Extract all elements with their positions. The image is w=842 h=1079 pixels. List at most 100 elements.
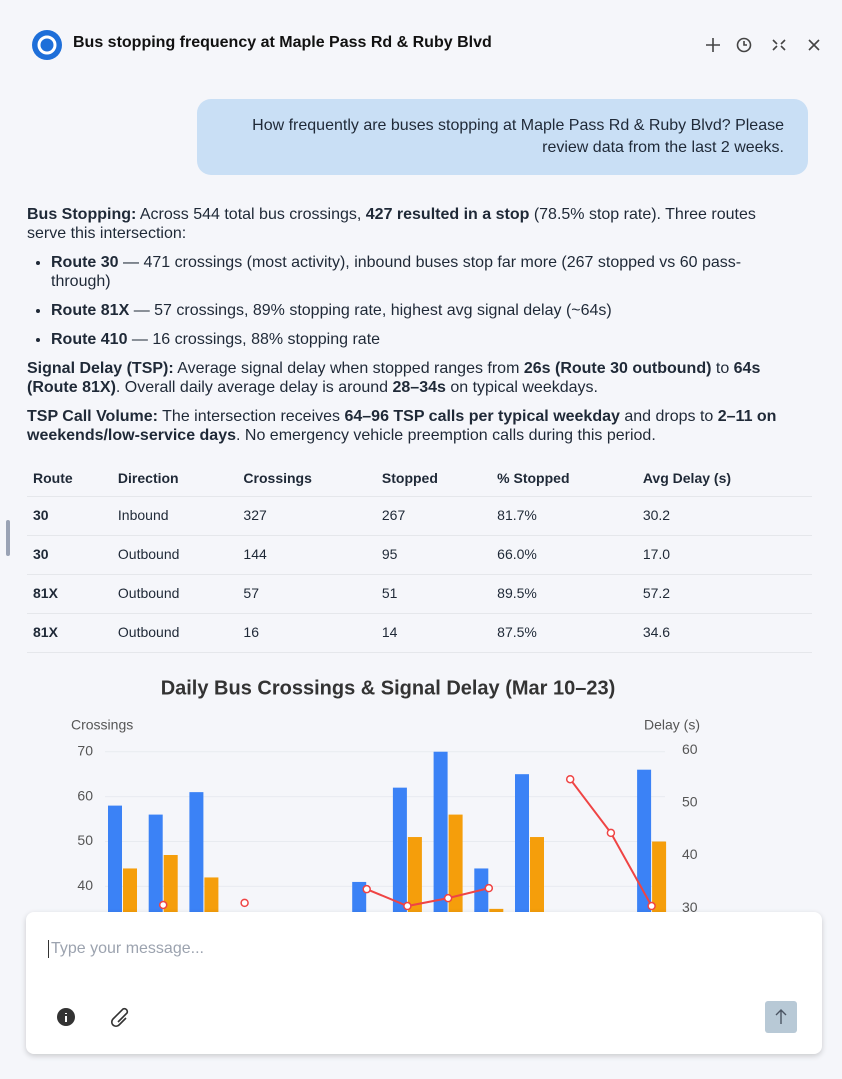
user-message: How frequently are buses stopping at Map… (197, 99, 808, 175)
cell: 51 (375, 574, 492, 614)
cell: 95 (375, 535, 492, 575)
chat: How frequently are buses stopping at Map… (0, 0, 842, 912)
point (647, 901, 656, 911)
text-run: Average signal delay when stopped ranges… (173, 360, 524, 377)
text-run: . No emergency vehicle preemption calls … (236, 427, 656, 444)
bar (123, 868, 137, 912)
point (606, 828, 616, 838)
row: 30 Inbound 327 267 81.7% 30.2 (27, 496, 812, 536)
bullet: Route 81X — 57 crossings, 89% stopping r… (51, 301, 797, 320)
text-run: Across 544 total bus crossings, (136, 206, 366, 223)
text-run: Signal Delay (TSP): (27, 360, 174, 377)
y-tick-label: 40 (77, 877, 93, 893)
cell: 87.5% (491, 613, 637, 653)
text-run: TSP Call Volume: (27, 408, 158, 425)
bar (189, 792, 204, 912)
input-box[interactable]: Type your message... (26, 912, 822, 1054)
cell: Inbound (111, 496, 238, 536)
cell: 16 (237, 613, 376, 653)
point (362, 884, 371, 894)
text-run: — 57 crossings, 89% stopping rate, highe… (129, 302, 612, 319)
expand-button[interactable] (772, 39, 786, 51)
point (484, 883, 494, 893)
text-run: Route 30 (51, 254, 119, 271)
text-run: 64s (Route 81X) (27, 360, 761, 396)
placeholder: Type your message... (48, 940, 204, 958)
text-run: 28–34s (392, 379, 446, 396)
cell: 81X (27, 574, 112, 614)
text-run: 427 resulted in a stop (365, 206, 530, 223)
cell: 17.0 (636, 535, 812, 575)
paragraph: Bus Stopping: Across 544 total bus cross… (27, 205, 797, 243)
point (565, 774, 575, 784)
y2-tick-label: 30 (682, 899, 698, 912)
point (403, 901, 412, 911)
text-run: Route 410 (51, 331, 128, 348)
text-run: — 471 crossings (most activity), inbound… (51, 254, 742, 290)
title: Bus stopping frequency at Maple Pass Rd … (73, 34, 492, 51)
y2-tick-label: 60 (682, 741, 698, 757)
history-button[interactable] (736, 37, 752, 53)
attach-button[interactable] (110, 1007, 129, 1028)
cell: 66.0% (491, 535, 637, 575)
paragraph: TSP Call Volume: The intersection receiv… (27, 407, 797, 445)
bar (448, 814, 463, 912)
cell: 30 (27, 535, 112, 575)
bullet-list: Route 30 — 471 crossings (most activity)… (27, 253, 797, 349)
bar (204, 877, 219, 912)
chart-title: Daily Bus Crossings & Signal Delay (Mar … (161, 677, 616, 699)
row: 81X Outbound 57 51 89.5% 57.2 (27, 574, 812, 614)
cell: 327 (237, 496, 376, 536)
bar (108, 805, 122, 912)
text-run: on typical weekdays. (445, 379, 598, 396)
text-run: (78.5% stop rate). Three routes serve th… (27, 206, 756, 242)
cell: 30 (27, 496, 112, 536)
column-header: Crossings (237, 460, 376, 497)
table: Route Direction Crossings Stopped% Stopped A… (27, 460, 812, 653)
bar (515, 774, 529, 912)
cell: 57.2 (636, 574, 812, 614)
cell: Outbound (111, 535, 238, 575)
y-tick-label: 60 (77, 787, 93, 803)
y2-tick-label: 40 (682, 846, 698, 862)
y-axis-title: Crossings (71, 717, 133, 733)
y2-axis-title: Delay (s) (644, 717, 700, 733)
bar (163, 854, 178, 912)
text-run: . Overall daily average delay is around (115, 379, 393, 396)
cell: 30.2 (636, 496, 812, 536)
text-run: — 16 crossings, 88% stopping rate (127, 331, 381, 348)
point (443, 893, 453, 903)
point (240, 898, 249, 908)
text-run: The intersection receives (158, 408, 345, 425)
bar (148, 814, 163, 912)
text-run: and drops to (619, 408, 718, 425)
y2-tick-label: 50 (682, 794, 698, 810)
bar (637, 769, 652, 912)
close-button[interactable] (808, 39, 820, 51)
column-header: Avg Delay (s) (636, 460, 812, 497)
cell: Outbound (111, 574, 238, 614)
text-run: 2–11 on weekends/low-service days (27, 408, 777, 444)
text-run: Route 81X (51, 302, 130, 319)
bar (489, 908, 504, 912)
y-tick-label: 50 (77, 832, 93, 848)
bullet: Route 410 — 16 crossings, 88% stopping r… (51, 330, 797, 349)
column-header: Route (27, 460, 112, 497)
row: 30 Outbound 144 95 66.0% 17.0 (27, 535, 812, 575)
cell: 81.7% (491, 496, 637, 536)
text-run: to (711, 360, 734, 377)
new-button[interactable] (706, 38, 720, 52)
bar (530, 837, 544, 912)
bar (652, 841, 667, 912)
text-run: Bus Stopping: (27, 206, 137, 223)
chart: Daily Bus Crossings & Signal Delay (Mar … (71, 677, 700, 912)
input-icons (57, 1001, 797, 1033)
point (158, 900, 168, 910)
text-run: 26s (Route 30 outbound) (523, 360, 712, 377)
column-header: Stopped (375, 460, 492, 497)
cell: 144 (237, 535, 376, 575)
scrollbar[interactable] (6, 520, 10, 556)
cell: Outbound (111, 613, 238, 653)
bar (392, 787, 407, 912)
